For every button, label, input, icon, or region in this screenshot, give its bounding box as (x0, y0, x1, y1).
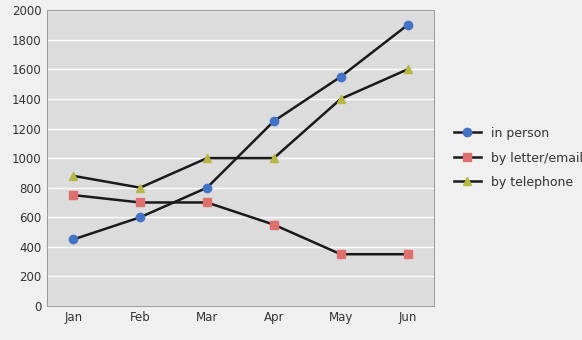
by telephone (204, 156, 211, 160)
in person (337, 75, 344, 79)
in person (137, 215, 144, 219)
by telephone (404, 67, 411, 71)
by letter/email (70, 193, 77, 197)
by letter/email (137, 201, 144, 205)
by telephone (271, 156, 278, 160)
by letter/email (204, 201, 211, 205)
in person (204, 186, 211, 190)
Line: in person: in person (69, 21, 411, 244)
by letter/email (271, 223, 278, 227)
Line: by letter/email: by letter/email (69, 191, 411, 258)
by letter/email (404, 252, 411, 256)
by telephone (137, 186, 144, 190)
by telephone (337, 97, 344, 101)
by letter/email (337, 252, 344, 256)
in person (70, 237, 77, 241)
Legend: in person, by letter/email, by telephone: in person, by letter/email, by telephone (448, 121, 582, 195)
in person (271, 119, 278, 123)
in person (404, 23, 411, 27)
Line: by telephone: by telephone (69, 65, 411, 192)
by telephone (70, 174, 77, 178)
